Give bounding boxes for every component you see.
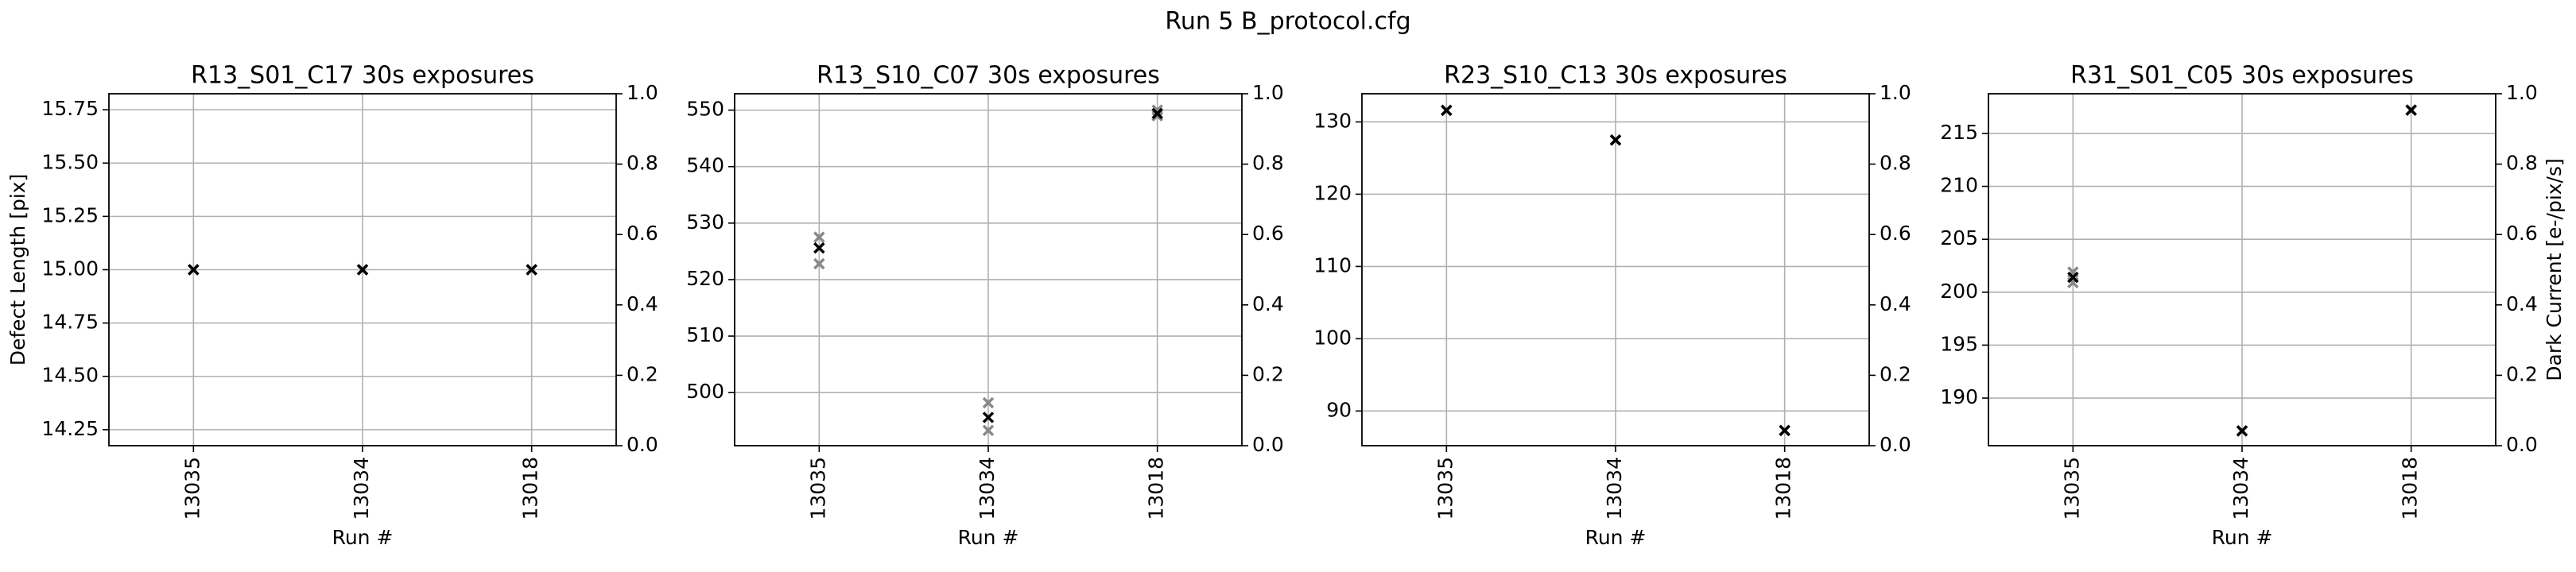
x-tick-label: 13034 [1603,457,1626,520]
y-tick-label: 520 [686,267,724,290]
y-tick-label: 15.25 [41,203,99,226]
y2-tick-label: 0.0 [2506,433,2538,456]
subplot-title: R13_S10_C07 30s exposures [817,62,1160,90]
y-tick-label: 130 [1313,109,1352,132]
marker [1609,133,1622,146]
figure-title: Run 5 B_protocol.cfg [1165,8,1410,36]
y-tick-label: 15.00 [41,257,99,280]
subplot-title: R31_S01_C05 30s exposures [2070,62,2414,90]
marker [2067,271,2079,284]
y-tick-label: 14.75 [41,311,99,334]
y2-tick-label: 0.0 [1252,433,1284,456]
axes-frame [734,93,1243,446]
x-tick-label: 13034 [2229,457,2252,520]
marker [813,257,825,270]
y-tick-label: 14.50 [41,364,99,387]
y2-tick-label: 0.8 [2506,152,2538,175]
axes-frame [1361,93,1870,446]
marker [356,264,369,276]
y2-tick-label: 0.4 [627,292,658,315]
y-tick-label: 15.75 [41,97,99,120]
x-tick-label: 13018 [1145,457,1168,520]
y2-tick-label: 0.6 [1880,222,1911,245]
x-tick-label: 13035 [2060,457,2083,520]
y2-tick-label: 0.4 [2506,292,2538,315]
y-tick-label: 90 [1326,398,1352,421]
y-tick-label: 500 [686,380,724,403]
marker [982,424,995,437]
y2-tick-label: 1.0 [627,81,658,104]
y2-tick-label: 0.6 [2506,222,2538,245]
y-tick-label: 210 [1940,174,1978,197]
x-axis-label: Run # [332,526,394,549]
marker [1151,110,1163,122]
marker [188,264,200,276]
y2-tick-label: 1.0 [1880,81,1911,104]
y2-tick-label: 0.2 [1880,362,1911,385]
y2-tick-label: 0.4 [1252,292,1284,315]
y2-tick-label: 0.2 [2506,362,2538,385]
y2-tick-label: 0.8 [1252,152,1284,175]
y2-tick-label: 0.4 [1880,292,1911,315]
y-tick-label: 110 [1313,253,1352,276]
y-tick-label: 215 [1940,121,1978,144]
subplot-title: R23_S10_C13 30s exposures [1444,62,1787,90]
y-tick-label: 540 [686,154,724,177]
marker [813,231,825,243]
x-axis-label: Run # [2212,526,2273,549]
y-tick-label: 120 [1313,181,1352,204]
y2-tick-label: 0.2 [1252,362,1284,385]
y-tick-label: 195 [1940,332,1978,355]
marker [2405,104,2417,116]
y-tick-label: 14.25 [41,417,99,440]
marker [1441,104,1453,117]
marker [1151,107,1163,120]
y2-tick-label: 0.0 [627,433,658,456]
x-tick-label: 13034 [976,457,999,520]
y2-tick-label: 1.0 [1252,81,1284,104]
y2-tick-label: 0.2 [627,362,658,385]
x-tick-label: 13018 [1772,457,1795,520]
y-tick-label: 510 [686,323,724,346]
y-tick-label: 15.50 [41,150,99,173]
y2-tick-label: 0.6 [1252,222,1284,245]
x-axis-label: Run # [958,526,1019,549]
y-tick-label: 530 [686,211,724,234]
y-tick-label: 100 [1313,326,1352,349]
marker [2236,425,2248,437]
marker [813,242,825,254]
y2-tick-label: 0.0 [1880,433,1911,456]
x-tick-label: 13035 [180,457,204,520]
y2-tick-label: 0.6 [627,222,658,245]
marker [526,264,537,276]
marker [982,396,995,409]
y-tick-label: 550 [686,98,724,121]
x-tick-label: 13018 [2399,457,2422,520]
marker [1779,424,1790,437]
x-tick-label: 13018 [519,457,542,520]
x-axis-label: Run # [1585,526,1647,549]
y-tick-label: 200 [1940,280,1978,303]
marker [982,412,995,423]
y2-tick-label: 0.8 [627,152,658,175]
axes-frame [1988,93,2496,446]
y2-tick-label: 0.8 [1880,152,1911,175]
axes-frame [108,93,617,446]
y2-tick-label: 1.0 [2506,81,2538,104]
x-tick-label: 13035 [1433,457,1457,520]
subplot-title: R13_S01_C17 30s exposures [191,62,534,90]
x-tick-label: 13035 [806,457,829,520]
x-tick-label: 13034 [350,457,373,520]
y2-axis-label: Dark Current [e-/pix/s] [2543,158,2566,381]
y-axis-label: Defect Length [pix] [6,174,29,366]
y-tick-label: 190 [1940,385,1978,408]
y-tick-label: 205 [1940,226,1978,249]
